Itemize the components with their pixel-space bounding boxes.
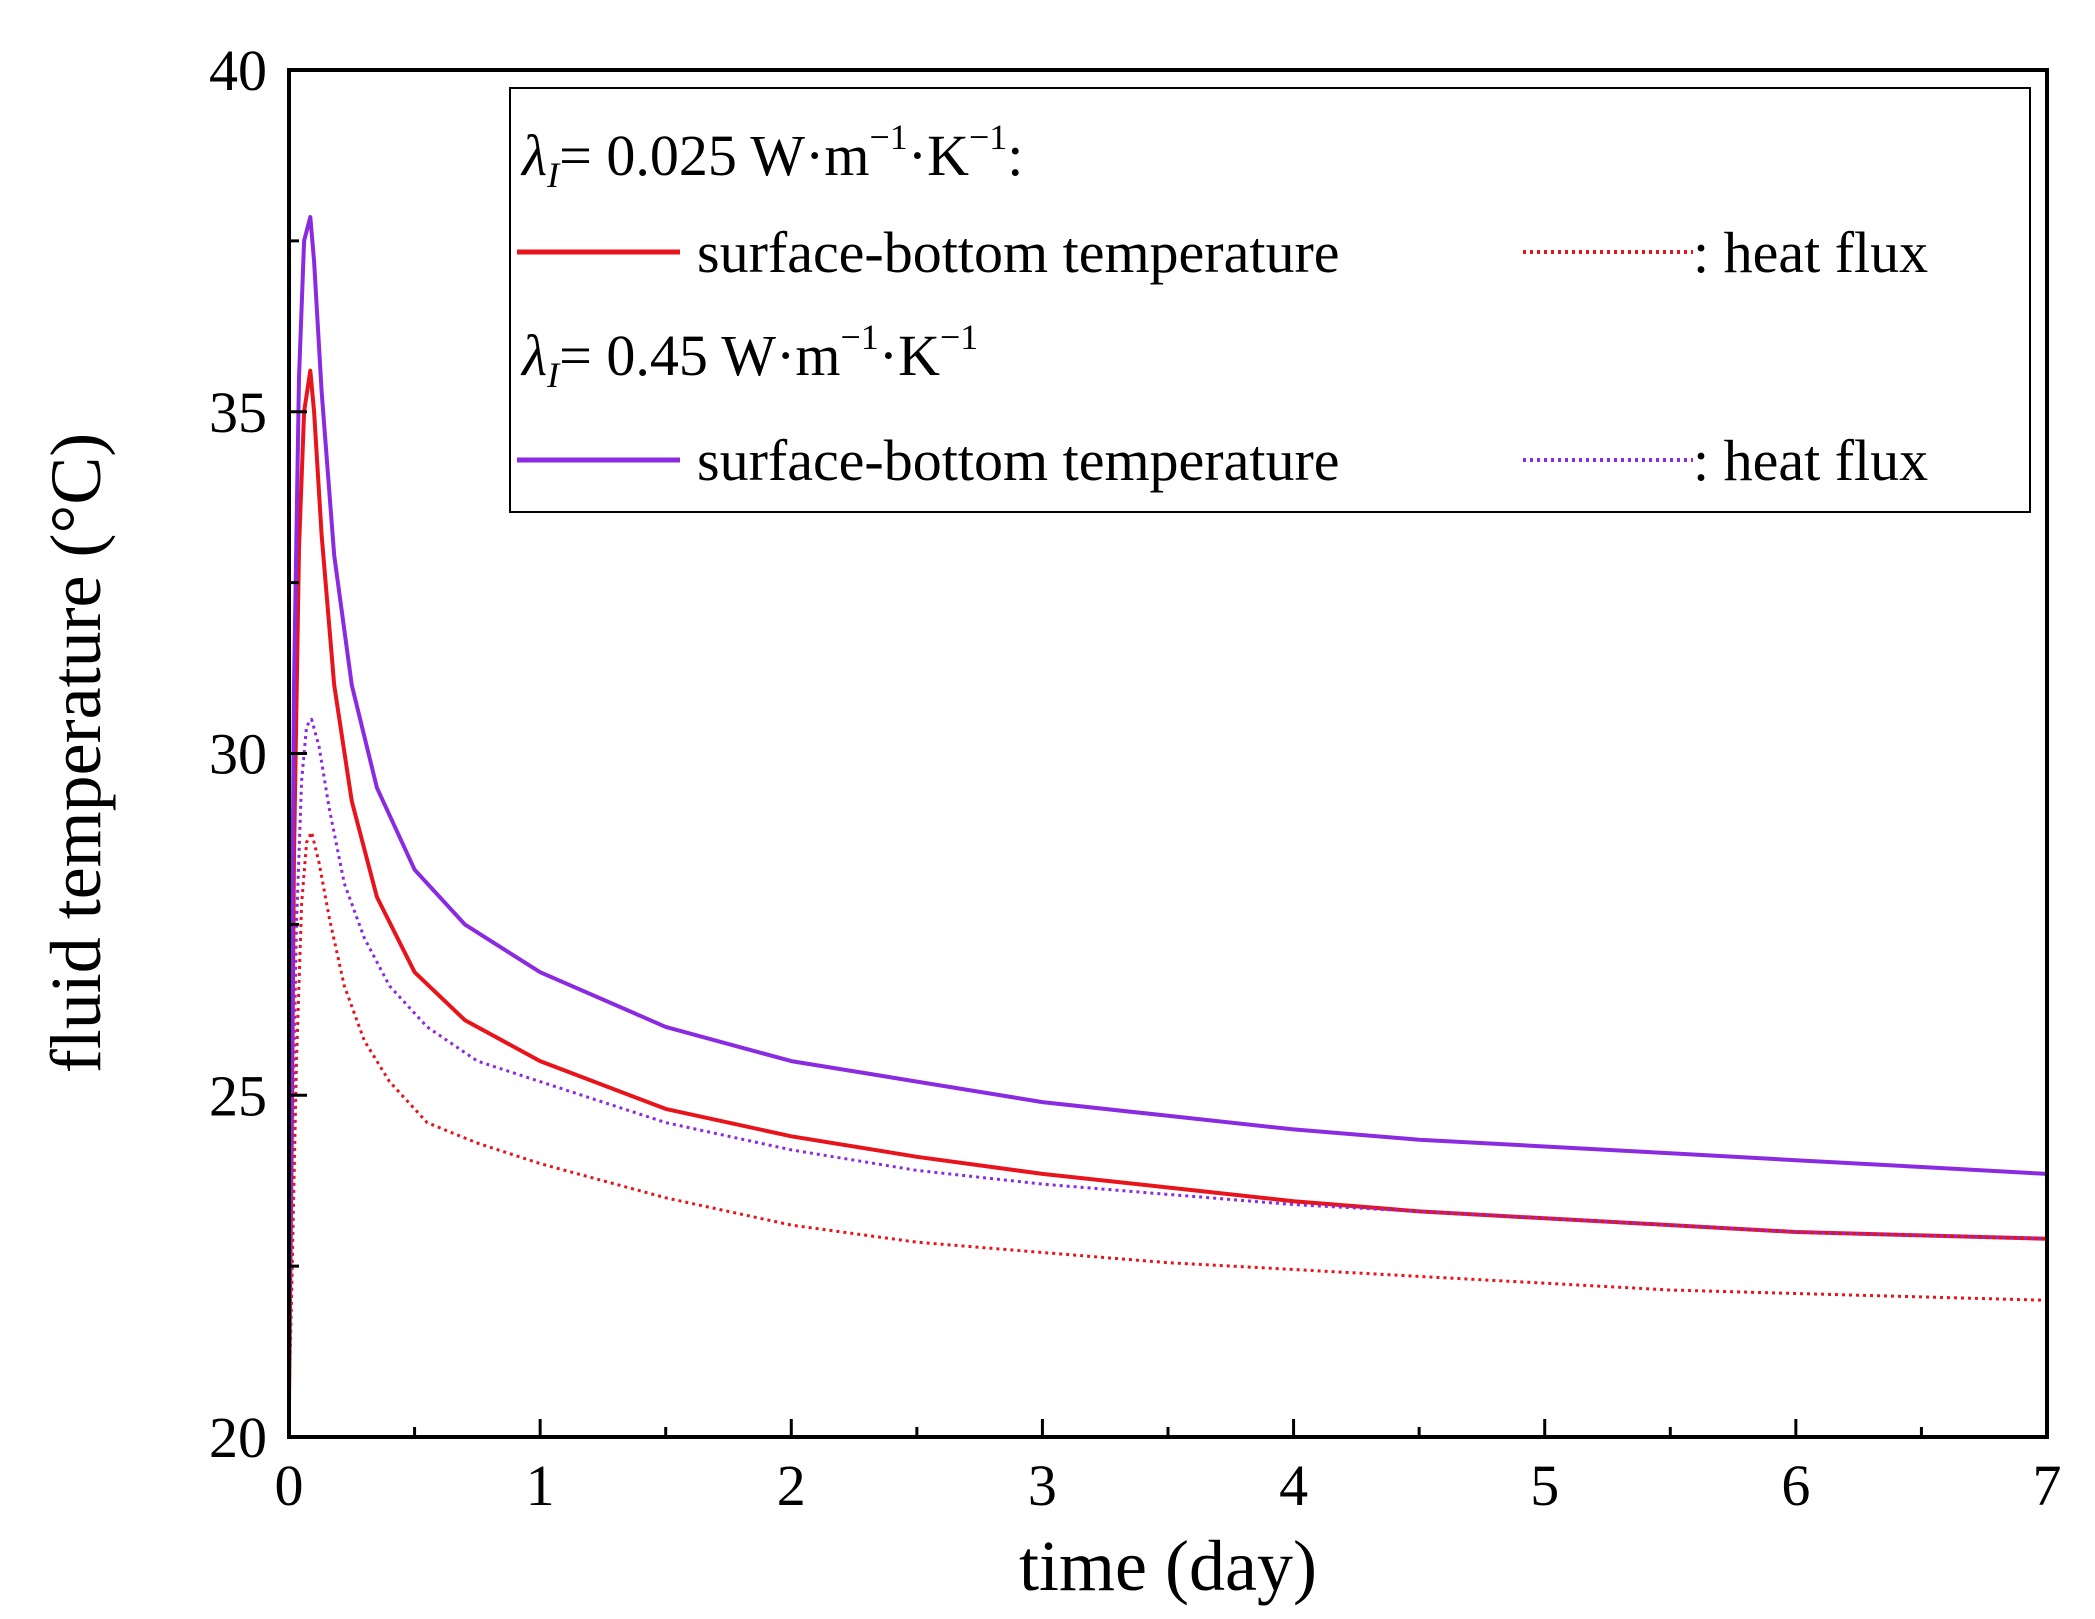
lambda-subscript-2: I: [546, 355, 561, 395]
y-axis-title: fluid temperature (°C): [36, 433, 116, 1074]
x-tick-label: 1: [526, 1453, 555, 1518]
x-tick-label: 7: [2033, 1453, 2062, 1518]
series-line-1: [287, 368, 2048, 1403]
legend: λI= 0.025 W·m−1·K−1: surface-bottom temp…: [509, 87, 2031, 513]
y-axis-ticks: 20 25 30 35 40: [209, 38, 307, 1470]
y-tick-label: 40: [209, 38, 267, 103]
legend-label-purple-dotted: : heat flux: [1693, 428, 1928, 493]
y-tick-label: 30: [209, 722, 267, 787]
legend-header-2: λI= 0.45 W·m−1·K−1: [520, 317, 978, 395]
y-tick-label: 20: [209, 1405, 267, 1470]
legend-header-2-exp2: −1: [940, 317, 978, 357]
lambda-symbol-2: λ: [520, 323, 547, 388]
legend-label-purple-solid: surface-bottom temperature: [697, 428, 1340, 493]
legend-header-1-exp2: −1: [969, 117, 1007, 157]
x-tick-label: 3: [1028, 1453, 1057, 1518]
series-line-4: [287, 717, 2048, 1369]
series-layer: [287, 215, 2048, 1403]
series-line-2: [287, 830, 2048, 1403]
legend-header-1-text: = 0.025 W·m: [559, 123, 869, 188]
legend-header-1-exp1: −1: [869, 117, 907, 157]
x-tick-label: 0: [275, 1453, 304, 1518]
legend-header-1: λI= 0.025 W·m−1·K−1:: [520, 117, 1023, 195]
legend-header-1-mid: ·K: [908, 123, 969, 188]
y-tick-label: 25: [209, 1063, 267, 1128]
series-line-3: [287, 215, 2048, 1369]
legend-label-red-solid: surface-bottom temperature: [697, 220, 1340, 285]
x-tick-label: 4: [1279, 1453, 1308, 1518]
legend-header-1-tail: :: [1007, 123, 1023, 188]
x-tick-label: 5: [1530, 1453, 1559, 1518]
x-tick-label: 6: [1781, 1453, 1810, 1518]
legend-box: [509, 87, 2031, 513]
legend-header-2-mid: ·K: [879, 323, 940, 388]
lambda-symbol-1: λ: [520, 123, 547, 188]
lambda-subscript-1: I: [546, 155, 561, 195]
x-axis-ticks: 0 1 2 3 4 5 6 7: [275, 1419, 2062, 1518]
legend-header-2-text: = 0.45 W·m: [559, 323, 840, 388]
x-axis-title: time (day): [1019, 1526, 1317, 1606]
x-tick-label: 2: [777, 1453, 806, 1518]
y-tick-label: 35: [209, 380, 267, 445]
legend-header-2-exp1: −1: [840, 317, 878, 357]
legend-label-red-dotted: : heat flux: [1693, 220, 1928, 285]
